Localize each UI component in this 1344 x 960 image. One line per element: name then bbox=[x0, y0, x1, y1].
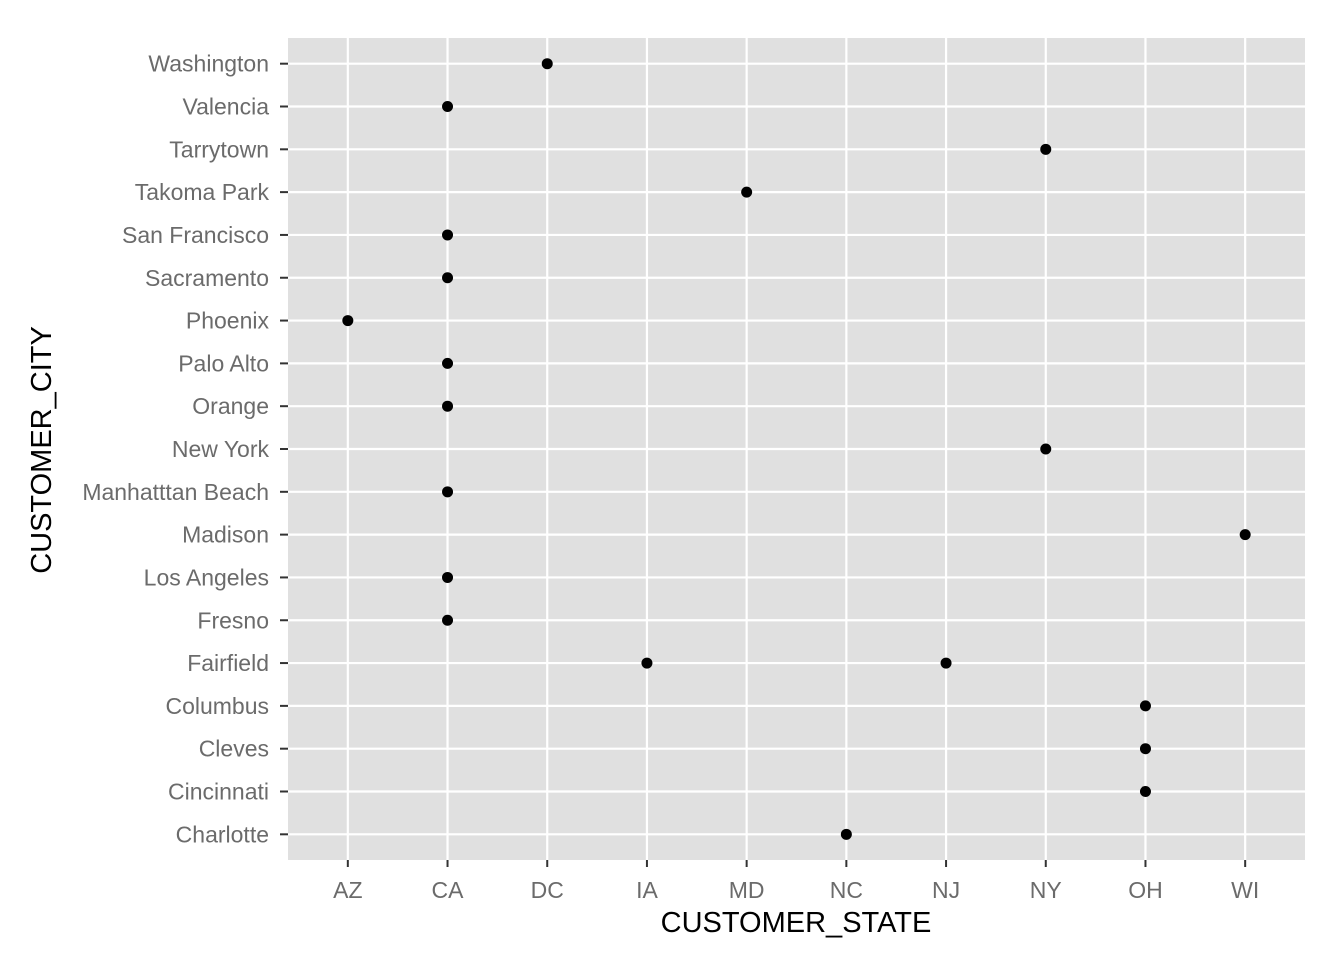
y-tick-label: New York bbox=[172, 436, 270, 462]
data-point bbox=[442, 400, 454, 412]
y-tick-label: Takoma Park bbox=[135, 179, 270, 205]
y-tick-label: Fresno bbox=[197, 607, 269, 633]
data-point bbox=[741, 186, 753, 198]
y-tick-label: Palo Alto bbox=[178, 350, 269, 376]
y-tick-label: Washington bbox=[148, 51, 269, 77]
data-point bbox=[442, 571, 454, 583]
x-tick-label: MD bbox=[729, 877, 765, 903]
data-point bbox=[442, 229, 454, 241]
y-tick-label: San Francisco bbox=[122, 222, 269, 248]
y-tick-label: Fairfield bbox=[187, 650, 269, 676]
data-point bbox=[641, 657, 653, 669]
x-tick-label: NC bbox=[830, 877, 863, 903]
y-tick-label: Manhatttan Beach bbox=[82, 479, 269, 505]
data-point bbox=[1139, 743, 1151, 755]
x-tick-labels: AZ CA DC IA MD NC NJ NY OH WI bbox=[333, 877, 1259, 903]
data-point bbox=[1139, 700, 1151, 712]
data-point bbox=[442, 614, 454, 626]
x-tick-label: NY bbox=[1030, 877, 1062, 903]
y-tick-label: Sacramento bbox=[145, 265, 269, 291]
data-point bbox=[840, 828, 852, 840]
x-tick-label: NJ bbox=[932, 877, 960, 903]
data-point bbox=[442, 486, 454, 498]
y-tick-label: Valencia bbox=[182, 94, 269, 120]
x-tick-label: IA bbox=[636, 877, 658, 903]
x-tick-label: WI bbox=[1231, 877, 1259, 903]
y-tick-label: Cincinnati bbox=[168, 779, 269, 805]
y-tick-label: Orange bbox=[192, 393, 269, 419]
x-tick-label: OH bbox=[1128, 877, 1163, 903]
y-tick-label: Tarrytown bbox=[169, 136, 269, 162]
data-point bbox=[442, 357, 454, 369]
data-point bbox=[1139, 786, 1151, 797]
data-point bbox=[1040, 143, 1052, 155]
y-tick-labels: Charlotte Cincinnati Cleves Columbus Fairfie… bbox=[82, 51, 269, 848]
data-point bbox=[342, 315, 354, 327]
x-axis-title: CUSTOMER_STATE bbox=[661, 907, 932, 939]
data-point bbox=[442, 272, 454, 284]
x-tick-label: AZ bbox=[333, 877, 362, 903]
y-tick-label: Charlotte bbox=[176, 821, 269, 847]
data-points bbox=[342, 58, 1251, 840]
x-tick-label: CA bbox=[432, 877, 465, 903]
grid-lines bbox=[288, 38, 1305, 860]
data-point bbox=[1040, 443, 1052, 455]
y-axis-title: CUSTOMER_CITY bbox=[26, 326, 58, 574]
data-point bbox=[541, 58, 553, 70]
y-tick-label: Madison bbox=[182, 522, 269, 548]
data-point bbox=[442, 101, 454, 112]
y-tick-label: Phoenix bbox=[186, 308, 270, 334]
y-tick-label: Los Angeles bbox=[144, 564, 269, 590]
y-tick-label: Columbus bbox=[165, 693, 269, 719]
data-point bbox=[1239, 529, 1251, 541]
x-tick-label: DC bbox=[531, 877, 564, 903]
y-tick-label: Cleves bbox=[199, 736, 269, 762]
data-point bbox=[940, 657, 952, 669]
axis-ticks bbox=[280, 62, 1247, 867]
